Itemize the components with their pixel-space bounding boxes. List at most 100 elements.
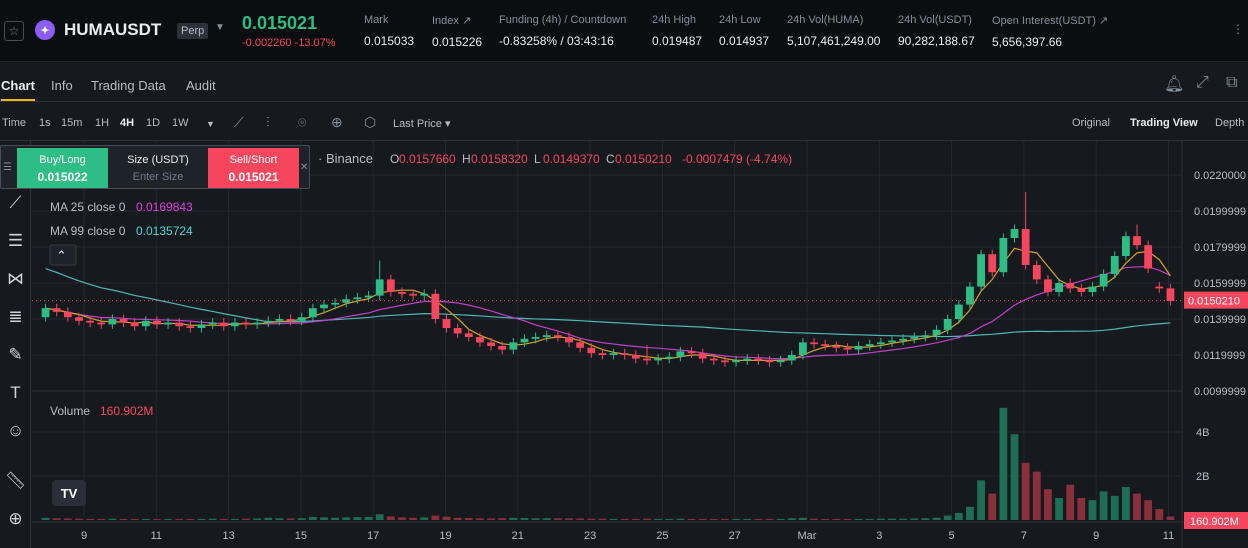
interval-4h[interactable]: 4H (120, 117, 135, 129)
candle-body (1077, 288, 1086, 292)
tradingview-logo-icon: TV (52, 480, 86, 506)
expand-icon[interactable]: ⤢ (1196, 74, 1209, 91)
legend-ohlc-value: 0.0149370 (543, 152, 600, 166)
volume-bar (609, 518, 618, 520)
time-tick-label: 9 (81, 530, 87, 542)
more-icon[interactable]: ⋮ (1232, 22, 1244, 36)
add-circle-icon[interactable]: ⊕ (331, 114, 343, 130)
tab-trading-data[interactable]: Trading Data (91, 78, 166, 93)
view-trading-view[interactable]: Trading View (1130, 117, 1198, 129)
active-tab-indicator (1, 99, 35, 101)
ruler-icon[interactable]: 📏︎ (4, 471, 27, 490)
horizontal-lines-icon[interactable]: ☰ (7, 231, 24, 250)
interval-1h[interactable]: 1H (95, 117, 110, 129)
price-tick-label: 0.0159999 (1194, 278, 1246, 290)
volume-bar (876, 518, 885, 520)
stat-funding: Funding (4h) / Countdown -0.83258% / 03:4… (499, 14, 627, 48)
tab-chart[interactable]: Chart (1, 78, 35, 93)
zoom-in-icon[interactable]: ⊕ (8, 509, 23, 528)
interval-1w[interactable]: 1W (172, 117, 189, 129)
volume-tick-label: 2B (1196, 471, 1209, 483)
view-original[interactable]: Original (1072, 117, 1110, 129)
volume-bar (264, 517, 273, 520)
candle-body (776, 360, 785, 363)
favorite-star-icon[interactable]: ☆ (4, 21, 24, 41)
stat-index[interactable]: Index ↗ 0.015226 (432, 15, 483, 49)
interval-time[interactable]: Time (2, 117, 27, 129)
close-icon[interactable]: ✕ (300, 162, 309, 173)
candle-body (1121, 236, 1130, 256)
volume-bar (464, 518, 473, 520)
candle-body (264, 320, 273, 323)
volume-bar (709, 518, 718, 520)
brush-icon[interactable]: ✎ (8, 345, 23, 364)
candle-body (231, 322, 239, 327)
candle-body (654, 358, 663, 361)
indicators-icon[interactable]: ⫶ (266, 114, 270, 130)
candle-body (743, 358, 752, 361)
candle-body (153, 320, 161, 325)
volume-bar (921, 518, 930, 520)
time-tick-label: 19 (439, 530, 451, 542)
candle-body (598, 353, 607, 355)
interval-15m[interactable]: 15m (61, 117, 83, 129)
time-tick-label: 25 (656, 530, 668, 542)
candlestick-chart[interactable]: 0.0220000 0.0199999 0.0179999 0.0159999 0.01… (32, 141, 1248, 548)
ma99-value: 0.0135724 (136, 224, 193, 238)
buy-long-button[interactable]: Buy/Long 0.015022 (17, 148, 108, 188)
legend-ohlc-value: 0.0150210 (615, 152, 672, 166)
bell-icon[interactable]: 🔔︎ (1164, 76, 1185, 93)
stat-open-interest[interactable]: Open Interest(USDT) ↗ 5,656,397.66 (992, 15, 1109, 49)
symbol-name[interactable]: HUMAUSDT (64, 20, 162, 39)
candle-body (509, 342, 518, 350)
time-tick-label: 5 (949, 530, 955, 542)
candle-body (420, 293, 429, 296)
candle-body (1144, 245, 1153, 269)
size-input[interactable]: Size (USDT) Enter Size (127, 154, 189, 183)
text-tool-icon[interactable]: T (10, 383, 21, 402)
candle-body (41, 308, 50, 318)
candle-body (431, 293, 440, 319)
camera-icon[interactable]: ⌾ (298, 114, 307, 130)
volume-bar (75, 518, 83, 520)
content-tabs: Chart Info Trading Data Audit 🔔︎ ⤢ ⧉ (0, 62, 1248, 102)
time-tick-label: 3 (876, 530, 882, 542)
volume-bar (1021, 462, 1030, 520)
volume-bar (865, 518, 874, 520)
candle-body (587, 347, 596, 354)
candle-body (97, 322, 106, 325)
candle-body (1099, 273, 1108, 287)
price-type-select[interactable]: Last Price ▾ (393, 118, 451, 130)
emoji-icon[interactable]: ☺ (6, 421, 25, 440)
line-chart-icon[interactable]: ⟋ (234, 114, 244, 130)
sell-short-button[interactable]: Sell/Short 0.015021 (208, 148, 299, 188)
interval-1d[interactable]: 1D (146, 117, 161, 129)
candle-body (464, 333, 473, 337)
fib-icon[interactable]: ≣ (8, 307, 23, 326)
volume-bar (63, 518, 72, 520)
chevron-down-icon[interactable]: ▼ (215, 22, 225, 33)
drag-handle-icon[interactable]: ☰ (3, 162, 12, 173)
chart-canvas[interactable]: 0.0220000 0.0199999 0.0179999 0.0159999 0.01… (32, 141, 1248, 548)
volume-bar (219, 518, 228, 520)
trend-line-icon[interactable]: ⟋ (9, 193, 22, 212)
volume-label: Volume (50, 404, 90, 418)
popout-icon[interactable]: ⧉ (1226, 74, 1238, 91)
volume-bar (331, 517, 340, 520)
candle-body (197, 324, 206, 328)
view-depth[interactable]: Depth (1215, 117, 1245, 129)
settings-icon[interactable]: ⬡ (364, 114, 377, 130)
candle-body (130, 322, 139, 327)
price-change: -0.002260 -13.07% (242, 37, 336, 49)
tab-info[interactable]: Info (51, 78, 73, 93)
candle-body (631, 354, 640, 359)
tab-audit[interactable]: Audit (186, 78, 216, 93)
pattern-icon[interactable]: ⋈ (7, 269, 24, 288)
volume-bar (743, 518, 752, 520)
interval-1s[interactable]: 1s (39, 117, 51, 129)
candle-body (665, 356, 674, 359)
interval-dropdown-chevron-icon[interactable]: ▼ (206, 119, 215, 129)
volume-bar (643, 518, 651, 520)
price-tick-label: 0.0199999 (1194, 206, 1246, 218)
volume-bar (598, 518, 607, 520)
